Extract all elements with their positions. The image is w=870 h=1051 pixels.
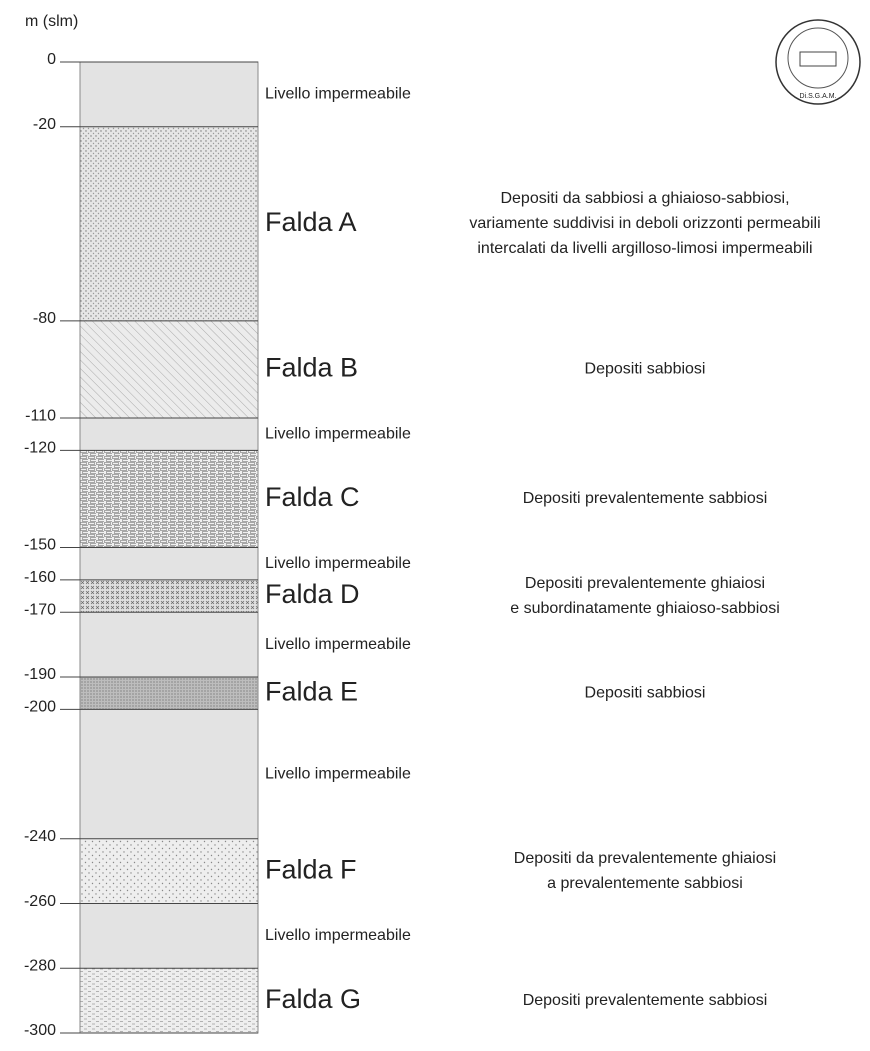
- tick-label: 0: [47, 51, 56, 68]
- layer: [80, 126, 258, 321]
- layer-description: intercalati da livelli argilloso-limosi …: [477, 240, 812, 257]
- tick-label: -120: [24, 440, 56, 457]
- tick-label: -280: [24, 957, 56, 974]
- tick-label: -170: [24, 601, 56, 618]
- layer-description: Depositi prevalentemente sabbiosi: [523, 490, 768, 507]
- layer-description: Depositi da sabbiosi a ghiaioso-sabbiosi…: [500, 190, 789, 207]
- layer-description: Depositi prevalentemente ghiaiosi: [525, 575, 765, 592]
- aquifer-label: Falda C: [265, 482, 360, 512]
- layer: [80, 450, 258, 548]
- tick-label: -20: [33, 116, 56, 133]
- aquifer-label: Falda E: [265, 676, 358, 706]
- tick-label: -200: [24, 699, 56, 716]
- tick-label: -260: [24, 893, 56, 910]
- aquifer-label: Falda F: [265, 854, 357, 884]
- layer-description: Depositi sabbiosi: [585, 361, 706, 378]
- layer: [80, 547, 258, 580]
- axis-label: m (slm): [25, 13, 78, 30]
- layer-label: Livello impermeabile: [265, 636, 411, 653]
- layer-label: Livello impermeabile: [265, 425, 411, 442]
- layer-description: Depositi prevalentemente sabbiosi: [523, 992, 768, 1009]
- layer-description: a prevalentemente sabbiosi: [547, 875, 743, 892]
- layer-description: e subordinatamente ghiaioso-sabbiosi: [510, 600, 780, 617]
- aquifer-label: Falda G: [265, 984, 361, 1014]
- layer-label: Livello impermeabile: [265, 765, 411, 782]
- tick-label: -300: [24, 1022, 56, 1039]
- layer: [80, 320, 258, 419]
- logo: Di.S.G.A.M.: [775, 19, 861, 105]
- layer: [80, 903, 258, 969]
- aquifer-label: Falda D: [265, 579, 360, 609]
- aquifer-label: Falda B: [265, 353, 358, 383]
- logo-text: Di.S.G.A.M.: [800, 93, 837, 100]
- tick-label: -160: [24, 569, 56, 586]
- layer: [80, 62, 258, 127]
- tick-label: -190: [24, 666, 56, 683]
- layer-description: variamente suddivisi in deboli orizzonti…: [469, 215, 820, 232]
- layer: [80, 676, 258, 710]
- layer: [80, 418, 258, 451]
- layer-description: Depositi sabbiosi: [585, 684, 706, 701]
- tick-label: -80: [33, 310, 56, 327]
- tick-label: -240: [24, 828, 56, 845]
- layer: [80, 612, 258, 677]
- tick-label: -150: [24, 537, 56, 554]
- layer-description: Depositi da prevalentemente ghiaiosi: [514, 850, 776, 867]
- layer-label: Livello impermeabile: [265, 86, 411, 103]
- aquifer-label: Falda A: [265, 207, 357, 237]
- layer-label: Livello impermeabile: [265, 927, 411, 944]
- layer: [80, 968, 258, 1033]
- layer: [80, 579, 258, 613]
- layer: [80, 838, 258, 904]
- layer-label: Livello impermeabile: [265, 555, 411, 572]
- layer: [80, 709, 258, 839]
- tick-label: -110: [25, 407, 56, 424]
